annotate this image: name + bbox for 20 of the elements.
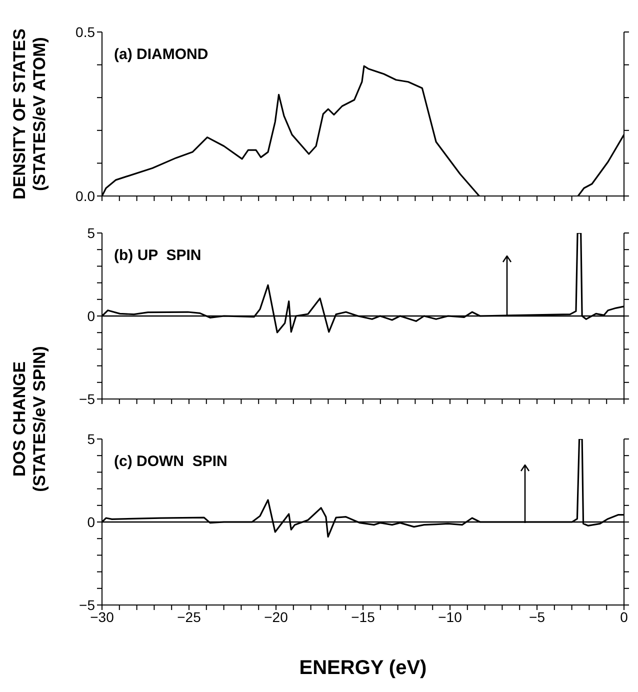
text: (b) UP SPIN	[114, 247, 202, 264]
y-tick-label: −5	[79, 390, 96, 407]
x-tick-label: 0	[620, 608, 628, 625]
y-axis-title: DENSITY OF STATES (STATES/eV ATOM)	[10, 28, 50, 202]
x-tick-label: −5	[529, 608, 546, 625]
x-tick-label: −10	[438, 608, 462, 625]
text: (a) DIAMOND	[114, 46, 208, 63]
x-axis-title: ENERGY (eV)	[298, 657, 428, 680]
y-tick-label: 0	[87, 308, 96, 324]
y-tick-label: 0.0	[76, 188, 96, 204]
x-tick-label: −25	[177, 608, 202, 625]
y-tick-label: 5	[87, 430, 96, 447]
text: (c) DOWN SPIN	[114, 453, 228, 470]
y-tick-label: 5	[87, 224, 96, 241]
y-tick-label: 0	[87, 514, 96, 530]
x-tick-label: −15	[351, 608, 376, 625]
x-tick-label: −20	[264, 608, 288, 625]
y-axis-title: DOS CHANGE (STATES/eV SPIN)	[10, 345, 50, 494]
y-tick-label: 0.5	[76, 24, 96, 40]
y-tick-label: −5	[79, 596, 96, 613]
